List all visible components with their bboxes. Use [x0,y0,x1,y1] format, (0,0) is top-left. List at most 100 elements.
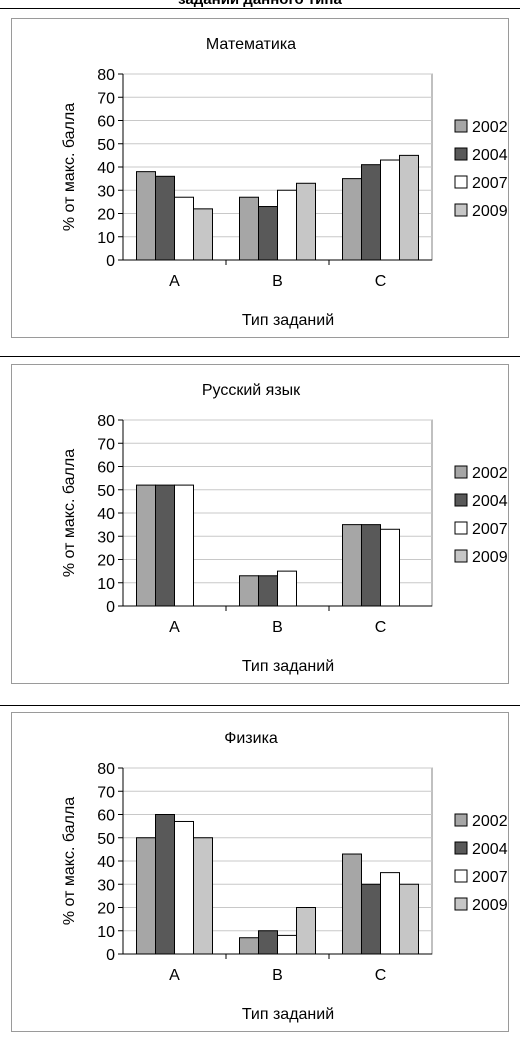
legend-swatch [454,813,468,827]
y-tick-label: 10 [97,576,115,593]
bar [239,937,259,955]
bar [155,175,175,261]
bar [239,196,259,261]
legend-label: 2002 [472,465,508,482]
y-axis-label: % от макс. балла [61,103,78,231]
chart-math: Математика 0 10 20 30 40 50 60 70 80 А В С Тип задани… [61,36,508,329]
y-axis-label: % от макс. балла [61,797,78,925]
legend-label: 2002 [472,813,508,830]
bar [174,484,194,607]
bar [296,907,316,955]
chart-russian: Русский язык 0 10 20 30 40 50 60 70 80 А В С Тип зада… [61,382,508,675]
y-tick-label: 70 [97,436,115,453]
bar [380,528,400,607]
y-tick-label: 50 [97,831,115,848]
bar [342,178,362,261]
y-tick-label: 20 [97,901,115,918]
x-tick-label: В [272,967,283,984]
x-tick-label: С [375,619,387,636]
x-axis-label: Тип заданий [242,312,334,329]
legend-label: 2007 [472,175,508,192]
y-tick-label: 10 [97,230,115,247]
legend-label: 2009 [472,897,508,914]
legend-label: 2007 [472,521,508,538]
bar [277,934,297,955]
legend-label: 2004 [472,841,508,858]
y-tick-label: 10 [97,924,115,941]
bar [258,930,278,955]
bar [193,208,213,261]
y-tick-label: 80 [97,761,115,778]
bar [155,484,175,607]
y-tick-label: 0 [106,599,115,616]
bar [239,575,259,607]
legend-label: 2004 [472,147,508,164]
bar [277,189,297,261]
y-tick-label: 40 [97,160,115,177]
legend-swatch [454,869,468,883]
legend-swatch [454,203,468,217]
legend-label: 2009 [472,549,508,566]
bar [296,182,316,261]
page-header: заданий данного типа [0,0,520,8]
legend-swatch [454,465,468,479]
legend-swatch [454,897,468,911]
chart-title: Математика [206,36,296,53]
legend-swatch [454,841,468,855]
y-tick-label: 30 [97,529,115,546]
section-separator [0,705,520,706]
bar [136,171,156,261]
y-tick-label: 40 [97,506,115,523]
bar [361,164,381,261]
y-tick-label: 30 [97,877,115,894]
legend-label: 2002 [472,119,508,136]
chart-title: Физика [224,730,278,747]
x-tick-label: В [272,273,283,290]
y-tick-label: 80 [97,413,115,430]
legend-swatch [454,549,468,563]
y-tick-label: 70 [97,90,115,107]
x-tick-label: А [169,619,180,636]
x-axis-label: Тип заданий [242,658,334,675]
legend-label: 2004 [472,493,508,510]
x-tick-label: С [375,967,387,984]
x-tick-label: В [272,619,283,636]
chart-physics: Физика 0 10 20 30 40 50 60 70 80 А В С Тип заданий % о… [61,730,508,1023]
bar [136,837,156,955]
y-tick-label: 0 [106,253,115,270]
y-tick-label: 0 [106,947,115,964]
bar [155,814,175,955]
bar [136,484,156,607]
section-separator [0,356,520,357]
y-axis-label: % от макс. балла [61,449,78,577]
bar [342,524,362,607]
legend-swatch [454,493,468,507]
chart-panel-russian: Русский язык 0 10 20 30 40 50 60 70 80 А В С Тип зада… [11,364,509,684]
bar [277,570,297,607]
bar [174,820,194,955]
y-tick-label: 80 [97,67,115,84]
legend-swatch [454,175,468,189]
y-tick-label: 70 [97,784,115,801]
bar [361,883,381,955]
y-tick-label: 20 [97,207,115,224]
legend-swatch [454,119,468,133]
x-axis-label: Тип заданий [242,1006,334,1023]
x-tick-label: А [169,273,180,290]
bar [193,837,213,955]
bar [380,159,400,261]
bar [342,853,362,955]
y-tick-label: 50 [97,137,115,154]
x-tick-label: А [169,967,180,984]
bar [399,883,419,955]
bar [258,575,278,607]
y-tick-label: 50 [97,483,115,500]
bar [361,524,381,607]
y-tick-label: 20 [97,553,115,570]
bar [174,196,194,261]
legend-swatch [454,521,468,535]
bar [380,872,400,955]
chart-panel-physics: Физика 0 10 20 30 40 50 60 70 80 А В С Тип заданий % о… [11,712,509,1032]
x-tick-label: С [375,273,387,290]
bar [258,206,278,261]
